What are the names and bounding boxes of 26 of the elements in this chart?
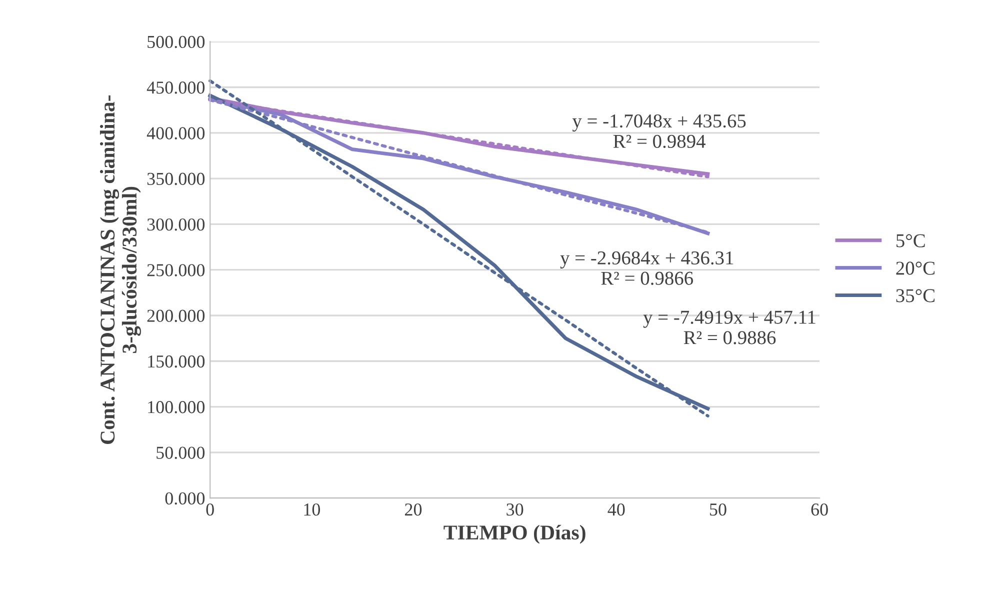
x-tick-label: 60 bbox=[811, 503, 828, 516]
legend-label: 20°C bbox=[896, 262, 935, 275]
x-tick-label: 10 bbox=[304, 503, 320, 516]
annotation: y = -7.4919x + 457.11 R² = 0.9886 bbox=[643, 310, 816, 344]
x-tick-label: 20 bbox=[405, 503, 422, 516]
x-axis-title: TIEMPO (Días) bbox=[444, 524, 586, 544]
y-tick-label: 200.000 bbox=[147, 310, 205, 322]
y-tick-label: 0.000 bbox=[165, 492, 205, 505]
y-tick-label: 300.000 bbox=[147, 218, 205, 231]
x-tick-label: 50 bbox=[710, 503, 726, 516]
y-tick-label: 150.000 bbox=[148, 355, 205, 368]
annotation: y = -2.9684x + 436.31 R² = 0.9866 bbox=[560, 251, 734, 285]
y-tick-label: 50.000 bbox=[156, 446, 205, 459]
y-tick-label: 500.000 bbox=[148, 36, 205, 48]
y-tick-label: 450.000 bbox=[146, 82, 205, 94]
legend-label: 35°C bbox=[896, 289, 935, 302]
x-tick-label: 40 bbox=[608, 503, 625, 516]
x-tick-label: 30 bbox=[506, 503, 524, 516]
y-tick-label: 350.000 bbox=[147, 172, 205, 186]
y-tick-label: 100.000 bbox=[148, 401, 205, 414]
y-tick-label: 250.000 bbox=[147, 264, 205, 276]
legend-label: 5°C bbox=[896, 234, 925, 248]
x-tick-label: 0 bbox=[206, 503, 214, 516]
y-axis-title: Cont. ANTOCIANINAS (mg cianidina- 3-glucósido/330ml) bbox=[100, 95, 141, 444]
annotation: y = -1.7048x + 435.65 R² = 0.9894 bbox=[572, 114, 746, 148]
y-tick-label: 400.000 bbox=[146, 127, 205, 140]
